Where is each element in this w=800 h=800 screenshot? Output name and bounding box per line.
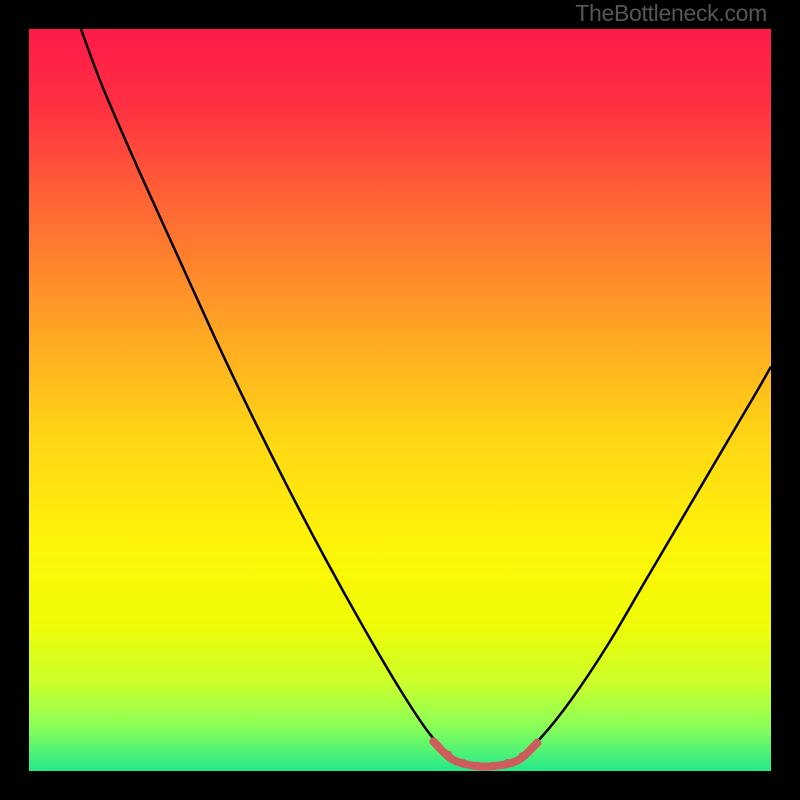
watermark-text: TheBottleneck.com xyxy=(575,0,767,27)
plot-area xyxy=(29,29,771,771)
gradient-background xyxy=(29,29,771,771)
